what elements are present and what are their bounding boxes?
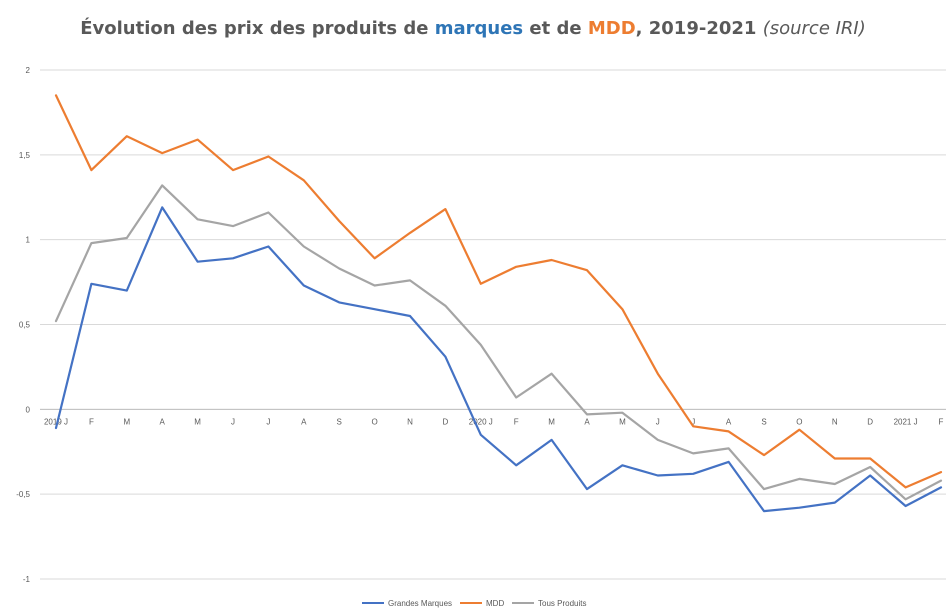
x-tick-label: 2019 J bbox=[44, 417, 68, 426]
x-tick-label: M bbox=[194, 417, 201, 426]
x-tick-label: N bbox=[407, 417, 413, 426]
x-tick-label: M bbox=[619, 417, 626, 426]
title-mdd-word: MDD bbox=[587, 18, 636, 39]
y-tick-label: -0,5 bbox=[16, 490, 30, 499]
series-line-tous-produits bbox=[54, 184, 943, 501]
x-tick-label: J bbox=[691, 417, 695, 426]
legend-label: Grandes Marques bbox=[388, 599, 452, 608]
x-tick-label: A bbox=[301, 417, 307, 426]
x-tick-label: O bbox=[796, 417, 802, 426]
title-source: (source IRI) bbox=[762, 18, 866, 39]
x-tick-label: A bbox=[584, 417, 590, 426]
x-tick-label: J bbox=[231, 417, 235, 426]
x-tick-label: J bbox=[656, 417, 660, 426]
x-tick-label: O bbox=[371, 417, 377, 426]
gridlines bbox=[40, 69, 946, 580]
title-brand-word: marques bbox=[434, 18, 524, 39]
series-lines bbox=[54, 94, 943, 513]
x-tick-label: N bbox=[832, 417, 838, 426]
title-part3: , 2019-2021 bbox=[635, 18, 763, 39]
title-part1: Évolution des prix des produits de bbox=[80, 18, 435, 39]
x-tick-label: F bbox=[514, 417, 519, 426]
x-tick-label: M bbox=[548, 417, 555, 426]
series-line-mdd bbox=[54, 94, 943, 489]
y-tick-label: 0,5 bbox=[19, 321, 31, 330]
x-tick-label: 2021 J bbox=[894, 417, 918, 426]
title-part2: et de bbox=[523, 18, 588, 39]
x-tick-label: A bbox=[726, 417, 732, 426]
x-tick-label: 2020 J bbox=[469, 417, 493, 426]
x-tick-label: A bbox=[160, 417, 166, 426]
x-tick-label: S bbox=[337, 417, 342, 426]
legend-label: MDD bbox=[486, 599, 504, 608]
y-tick-label: 1 bbox=[26, 236, 31, 245]
legend: Grandes Marques MDD Tous Produits bbox=[362, 599, 586, 608]
series-line-grandes-marques bbox=[54, 206, 943, 513]
x-tick-label: J bbox=[266, 417, 270, 426]
y-tick-label: 2 bbox=[26, 66, 31, 75]
x-tick-label: F bbox=[89, 417, 94, 426]
x-axis: 2019 J F M A M J J A S O N D 2020 J F M A M J J A S O N D 2021 J… bbox=[40, 408, 946, 426]
y-tick-label: 1,5 bbox=[19, 151, 31, 160]
chart-title: Évolution des prix des produits de marqu… bbox=[0, 18, 946, 39]
y-tick-label: -1 bbox=[23, 575, 31, 584]
x-tick-label: D bbox=[867, 417, 873, 426]
x-tick-label: D bbox=[443, 417, 449, 426]
x-tick-label: S bbox=[761, 417, 766, 426]
y-tick-label: 0 bbox=[26, 405, 31, 414]
y-axis: -1 -0,5 0 0,5 1 1,5 2 bbox=[16, 66, 30, 584]
legend-label: Tous Produits bbox=[538, 599, 586, 608]
x-tick-label: M bbox=[123, 417, 130, 426]
x-tick-label: F bbox=[939, 417, 944, 426]
